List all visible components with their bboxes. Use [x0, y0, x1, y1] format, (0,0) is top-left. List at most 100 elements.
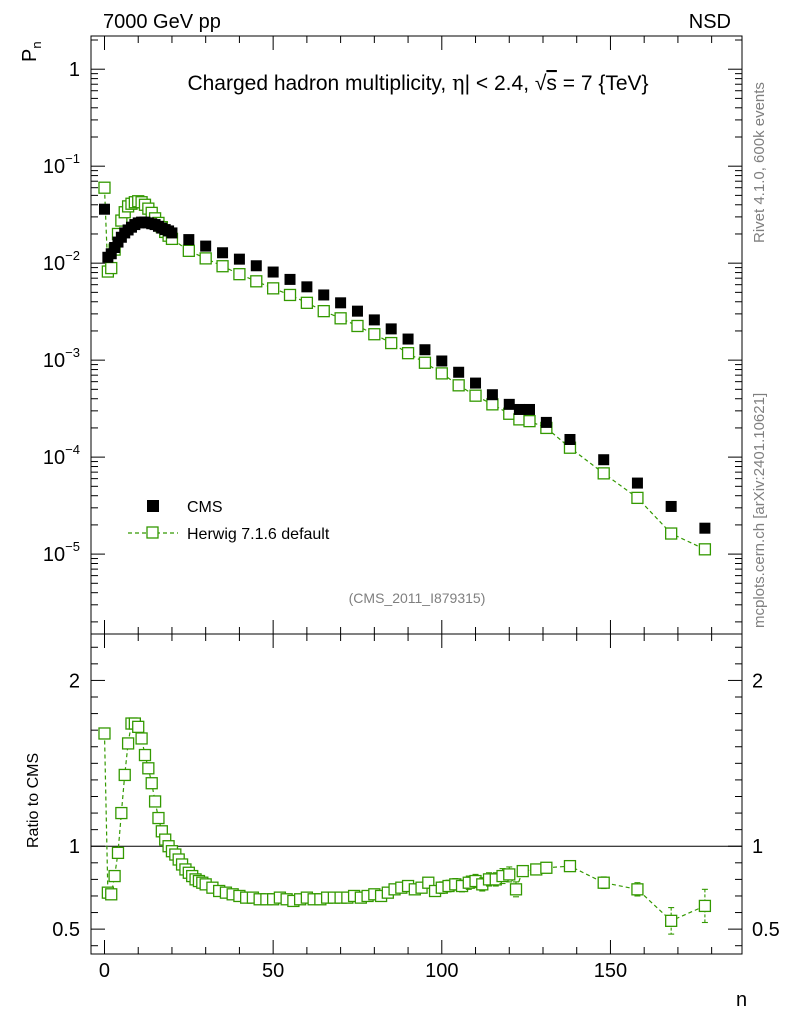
herwig-point — [199, 252, 212, 265]
cms-point — [699, 522, 711, 534]
cms-point — [368, 314, 380, 326]
main-panel: 110−110−210−310−410−5 Pn Charged hadron … — [19, 35, 743, 635]
herwig-point — [233, 268, 246, 281]
cms-point — [166, 227, 178, 239]
herwig-point — [283, 288, 297, 302]
cms-point — [385, 323, 397, 335]
analysis-watermark: (CMS_2011_I879315) — [349, 590, 486, 606]
herwig-point — [368, 328, 381, 341]
ratio-point — [540, 861, 553, 874]
main-ytick-label: 10−5 — [43, 539, 80, 566]
main-y-axis-ticks — [91, 39, 742, 623]
cms-point — [301, 281, 313, 293]
herwig-point — [631, 491, 644, 505]
herwig-point — [597, 467, 610, 480]
herwig-point — [523, 414, 536, 428]
ratio-point — [138, 748, 152, 762]
ratio-point — [98, 727, 111, 740]
main-x-axis-ticks — [103, 36, 713, 634]
ratio-point — [118, 768, 131, 782]
ratio-ytick-label-2-left: 2 — [69, 670, 80, 692]
title-part-eta: η — [452, 71, 465, 95]
legend-cms-marker — [147, 500, 159, 512]
cms-point — [200, 240, 212, 252]
title-part-s: s — [546, 72, 557, 95]
y-axis-title-sub: n — [29, 41, 44, 48]
herwig-point — [300, 296, 314, 309]
main-ytick-label-exp: −3 — [65, 345, 80, 360]
herwig-line — [103, 187, 706, 550]
ratio-point — [665, 914, 678, 927]
herwig-point — [385, 336, 398, 350]
ratio-point — [148, 795, 162, 808]
herwig-point — [317, 305, 330, 318]
cms-point — [540, 416, 552, 428]
cms-point — [564, 433, 576, 445]
cms-point — [284, 273, 296, 285]
cms-point — [486, 389, 498, 401]
ratio-panel: 2 1 0.5 2 1 0.5 0 50 100 150 Ratio to CM… — [25, 633, 780, 1011]
main-ytick-label-base: 10 — [43, 447, 65, 469]
cms-point — [523, 403, 535, 415]
main-ytick-label: 10−3 — [43, 345, 80, 372]
herwig-point — [334, 312, 347, 325]
cms-point — [335, 297, 347, 309]
herwig-point — [452, 379, 465, 392]
chart-title: Charged hadron multiplicity, η| < 2.4, √… — [187, 71, 648, 95]
cms-point — [503, 398, 515, 410]
rivet-version-label: Rivet 4.1.0, 600k events — [751, 82, 768, 243]
x-axis-title: n — [736, 989, 747, 1011]
cms-point — [513, 403, 525, 415]
main-ytick-label: 10−2 — [43, 248, 80, 275]
herwig-point — [250, 275, 263, 288]
cms-point — [250, 260, 262, 272]
ratio-point — [111, 846, 125, 860]
herwig-point — [351, 319, 364, 333]
main-ytick-label-base: 10 — [43, 156, 65, 178]
herwig-point — [418, 356, 432, 369]
xtick-label-50: 50 — [262, 960, 284, 982]
cms-point — [98, 203, 110, 215]
cms-point — [318, 289, 330, 301]
herwig-point — [503, 407, 516, 420]
cms-point — [453, 366, 465, 378]
ratio-ytick-label-1-left: 1 — [69, 836, 80, 858]
title-part-a: Charged hadron multiplicity, — [187, 72, 452, 95]
cms-point — [105, 248, 117, 260]
main-ytick-label-base: 10 — [43, 350, 65, 372]
main-ytick-label-base: 10 — [43, 253, 65, 275]
main-panel-frame — [90, 35, 743, 635]
xtick-label-100: 100 — [425, 960, 458, 982]
herwig-point — [182, 244, 195, 257]
cms-point — [183, 234, 195, 246]
herwig-point — [698, 543, 712, 556]
cms-point — [351, 305, 363, 317]
cms-point — [665, 500, 677, 512]
herwig-point — [216, 260, 229, 273]
xtick-label-150: 150 — [594, 960, 627, 982]
main-ytick-label-exp: −5 — [65, 539, 80, 554]
ratio-point — [142, 762, 155, 775]
herwig-point — [513, 413, 526, 426]
ratio-y-axis-title: Ratio to CMS — [25, 753, 42, 848]
ratio-point — [115, 806, 128, 820]
herwig-point — [98, 181, 111, 194]
ratio-point — [530, 863, 543, 876]
header-process-label: NSD — [689, 11, 731, 33]
title-part-sqrt: √ — [535, 72, 547, 95]
herwig-point — [266, 282, 280, 295]
ratio-ytick-label-0-5-left: 0.5 — [52, 919, 80, 941]
ratio-point — [105, 888, 118, 901]
cms-point — [419, 344, 431, 356]
title-part-c: = 7 {TeV} — [557, 72, 649, 95]
y-axis-title-main: P — [19, 49, 41, 62]
main-ytick-label-exp: −1 — [65, 151, 80, 166]
ratio-point — [509, 883, 523, 896]
herwig-point — [105, 261, 118, 275]
herwig-point — [665, 527, 678, 540]
herwig-point — [469, 389, 482, 402]
ratio-ytick-label-1-right: 1 — [752, 836, 763, 858]
cms-series — [98, 203, 711, 534]
ratio-point — [145, 777, 158, 790]
